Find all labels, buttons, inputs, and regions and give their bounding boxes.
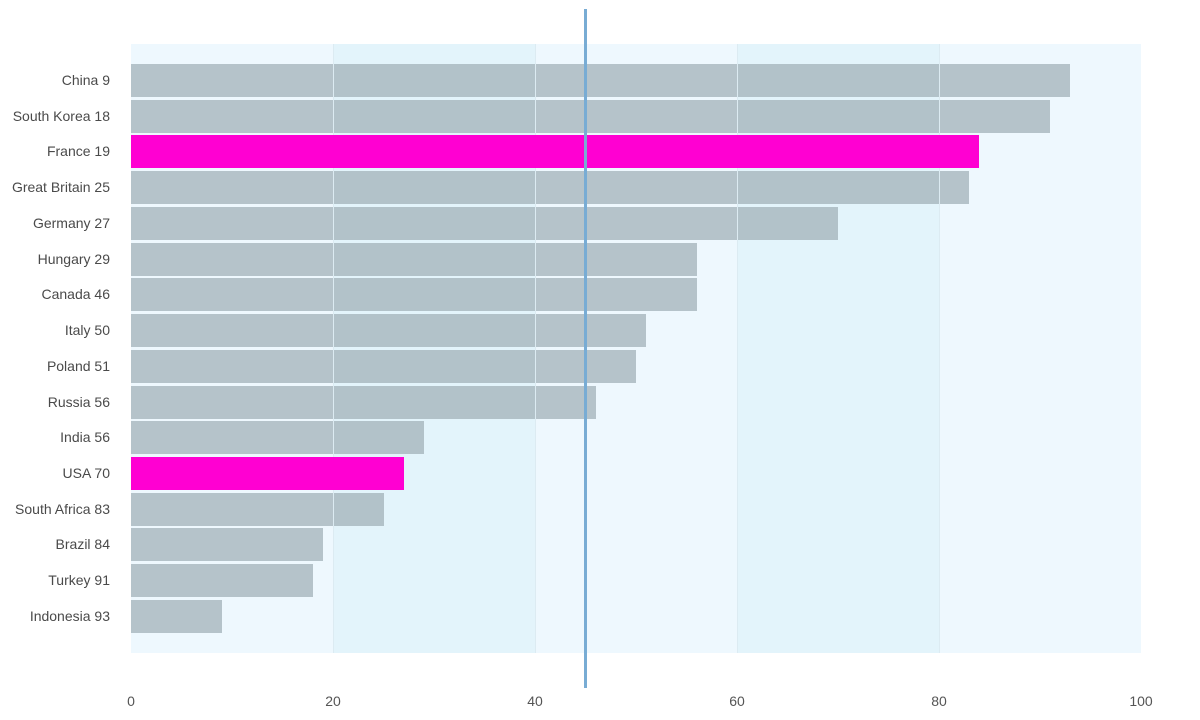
bar <box>131 99 1051 133</box>
gridline <box>939 44 940 653</box>
bar <box>131 349 636 383</box>
bar <box>131 206 838 240</box>
x-tick-label: 20 <box>325 693 341 709</box>
category-label: Russia 56 <box>47 393 110 410</box>
category-label: Indonesia 93 <box>29 607 110 624</box>
bar <box>131 278 697 312</box>
bar <box>131 314 647 348</box>
gridline <box>535 44 536 653</box>
bar <box>131 171 970 205</box>
bar <box>131 385 596 419</box>
bar <box>131 64 1071 97</box>
category-label: France 19 <box>46 143 110 160</box>
category-label: Brazil 84 <box>55 536 110 553</box>
gridline <box>333 44 334 653</box>
category-label: India 56 <box>60 429 110 446</box>
category-label: Germany 27 <box>32 214 110 231</box>
category-label: Italy 50 <box>64 322 110 339</box>
category-label: USA 70 <box>62 465 110 482</box>
gridline <box>737 44 738 653</box>
x-tick-label: 40 <box>527 693 543 709</box>
category-label: Canada 46 <box>41 286 110 303</box>
category-label: Hungary 29 <box>37 250 110 267</box>
category-label: Great Britain 25 <box>11 179 110 196</box>
bar <box>131 564 313 598</box>
bar-highlighted <box>131 457 404 491</box>
bar <box>131 599 222 633</box>
plot-area <box>131 44 1141 653</box>
bar <box>131 528 323 562</box>
category-label: South Korea 18 <box>12 107 110 124</box>
x-tick-label: 60 <box>729 693 745 709</box>
bar-highlighted <box>131 135 980 169</box>
x-tick-label: 100 <box>1129 693 1153 709</box>
bar <box>131 492 384 526</box>
category-label: Poland 51 <box>46 357 110 374</box>
x-tick-label: 0 <box>127 693 135 709</box>
category-label: China 9 <box>61 72 110 88</box>
bar <box>131 421 424 455</box>
reference-line <box>584 9 587 688</box>
x-tick-label: 80 <box>931 693 947 709</box>
category-label: Turkey 91 <box>48 572 110 589</box>
category-label: South Africa 83 <box>15 500 110 517</box>
bar <box>131 242 697 276</box>
